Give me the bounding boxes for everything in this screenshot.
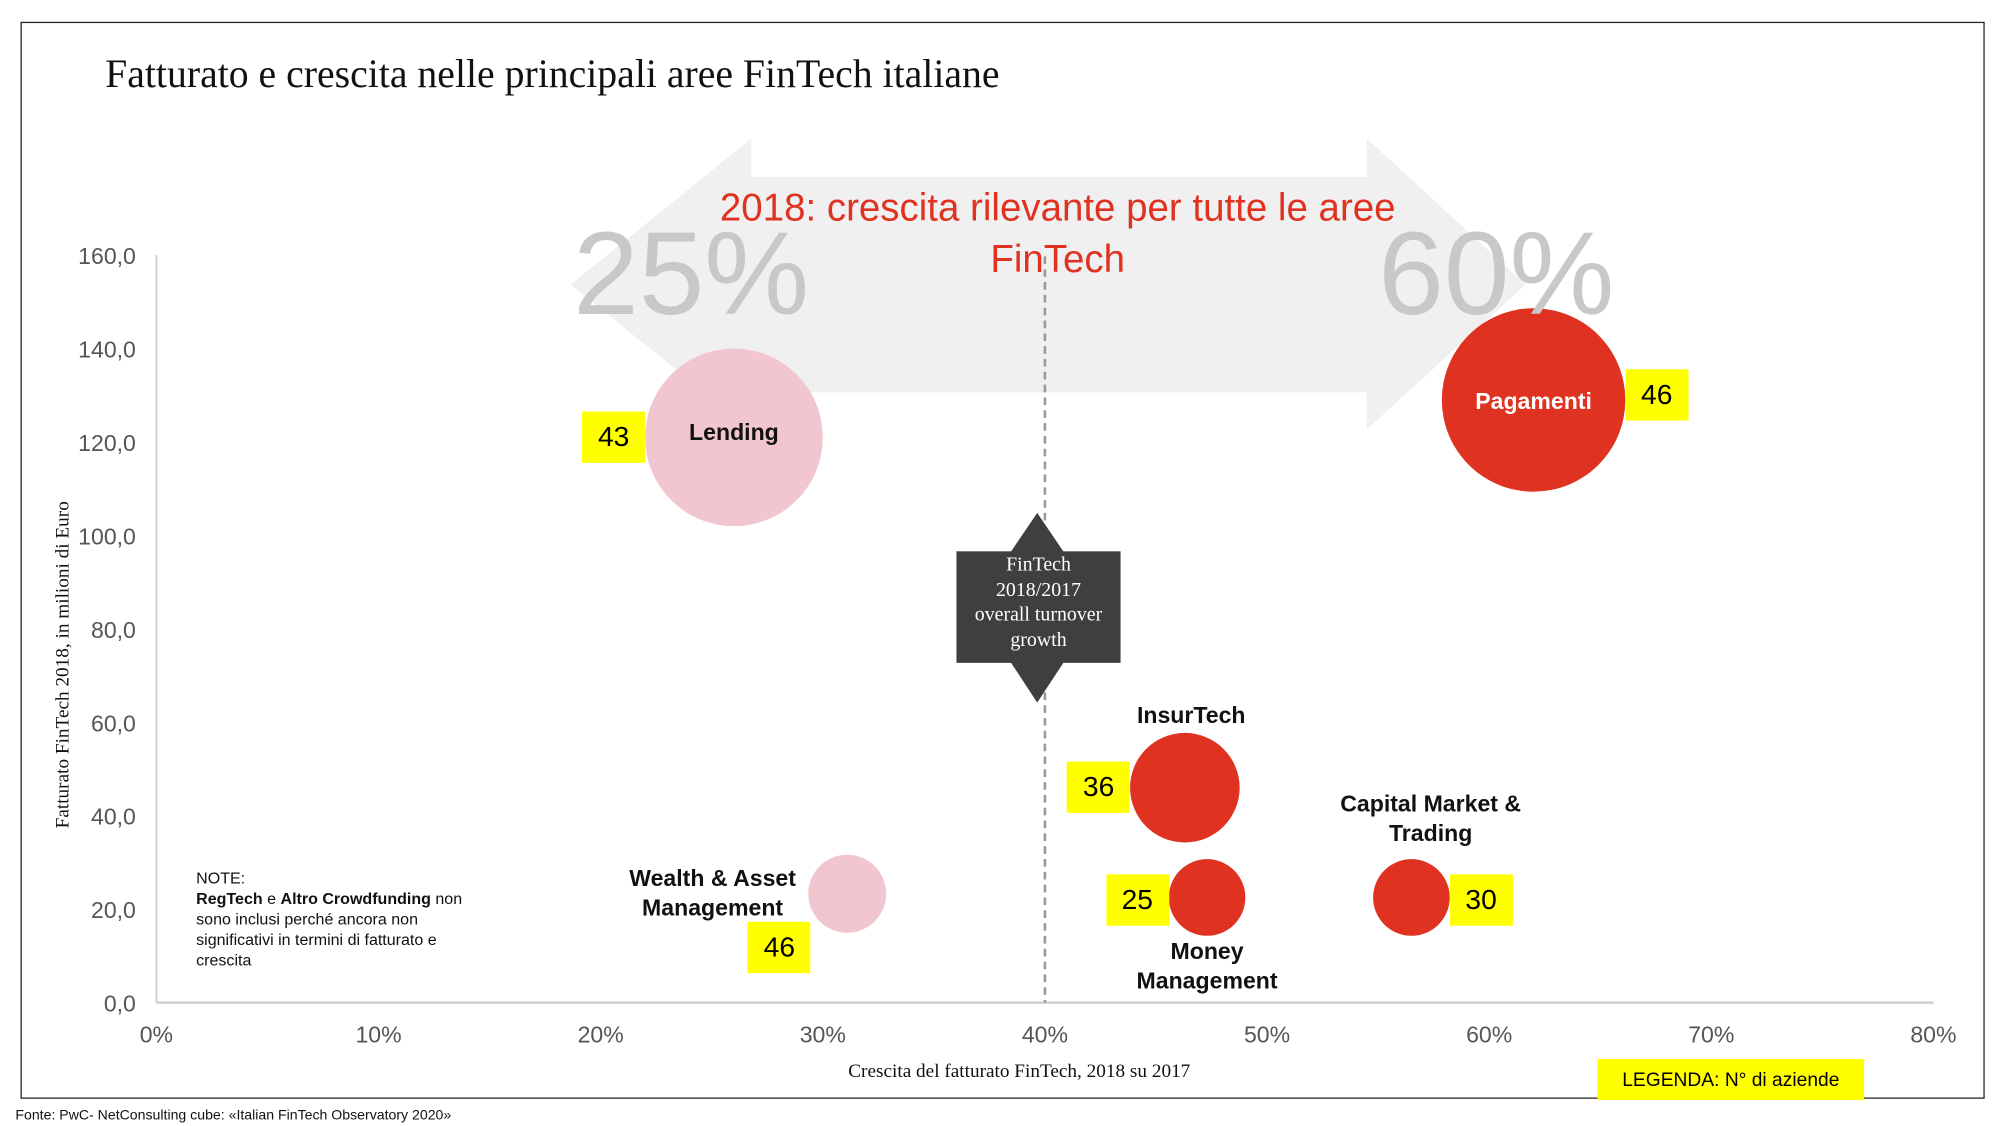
- x-axis-label: Crescita del fatturato FinTech, 2018 su …: [848, 1061, 1191, 1083]
- y-tick-label: 80,0: [91, 617, 136, 643]
- y-tick-label: 140,0: [78, 337, 136, 363]
- bubble-label: Money Management: [1136, 938, 1278, 994]
- bubble-insurtech: [1130, 732, 1240, 843]
- arrow-left-label: 25%: [573, 208, 810, 340]
- slide-frame: [20, 21, 1985, 1099]
- y-tick-label: 160,0: [78, 243, 136, 269]
- bubble-wealth-asset-management: [808, 854, 887, 933]
- note-regtech: RegTech: [196, 889, 263, 908]
- note-text: non sono inclusi perché ancora non signi…: [196, 889, 463, 970]
- bubble-label: Pagamenti: [1475, 388, 1592, 415]
- note: NOTE: RegTech e Altro Crowdfunding non s…: [196, 868, 491, 971]
- callout-line: overall turnover: [974, 603, 1103, 626]
- x-tick-label: 20%: [578, 1021, 624, 1047]
- bubble-money-management: [1168, 859, 1246, 936]
- x-tick-label: 50%: [1244, 1021, 1290, 1047]
- x-tick-label: 80%: [1910, 1021, 1956, 1047]
- average-growth-callout: FinTech 2018/2017 overall turnover growt…: [956, 551, 1121, 663]
- bubble-label: Lending: [689, 419, 779, 446]
- callout-line: FinTech: [1006, 553, 1071, 576]
- company-count-badge: 30: [1449, 874, 1513, 926]
- bubble-label: Wealth & Asset Management: [629, 865, 796, 921]
- y-tick-label: 40,0: [91, 804, 136, 830]
- chart-title: Fatturato e crescita nelle principali ar…: [105, 51, 1000, 97]
- y-axis-label: Fatturato FinTech 2018, in milioni di Eu…: [53, 501, 74, 829]
- bubble-pagamenti: [1441, 308, 1626, 492]
- bubble-label: Capital Market & Trading: [1340, 791, 1522, 847]
- x-tick-label: 70%: [1688, 1021, 1734, 1047]
- company-count-badge: 43: [582, 411, 646, 463]
- company-count-badge: 46: [747, 921, 811, 974]
- source-note: Fonte: PwC- NetConsulting cube: «Italian…: [15, 1107, 452, 1124]
- headline: 2018: crescita rilevante per tutte le ar…: [719, 187, 1396, 281]
- x-tick-label: 10%: [355, 1021, 401, 1047]
- arrow-right-label: 60%: [1378, 208, 1615, 340]
- bubble-label: InsurTech: [1136, 703, 1246, 729]
- bubble-lending: [645, 348, 823, 527]
- x-tick-label: 30%: [800, 1021, 846, 1047]
- y-tick-label: 100,0: [78, 523, 136, 549]
- callout-line: growth: [1010, 628, 1067, 651]
- y-tick-label: 20,0: [91, 897, 136, 923]
- company-count-badge: 25: [1105, 874, 1169, 926]
- note-heading: NOTE:: [196, 869, 246, 888]
- y-tick-label: 0,0: [104, 991, 136, 1017]
- note-crowdfunding: Altro Crowdfunding: [280, 889, 431, 908]
- double-arrow-background: [570, 138, 1526, 430]
- x-tick-label: 60%: [1466, 1021, 1512, 1047]
- note-text: e: [262, 889, 281, 908]
- y-tick-label: 60,0: [91, 710, 136, 736]
- x-tick-label: 0%: [140, 1021, 173, 1047]
- x-tick-label: 40%: [1022, 1021, 1068, 1047]
- company-count-badge: 36: [1067, 762, 1131, 814]
- legend: LEGENDA: N° di aziende: [1597, 1059, 1865, 1101]
- callout-line: 2018/2017: [995, 578, 1082, 601]
- bubble-capital-market-trading: [1373, 859, 1450, 936]
- y-tick-label: 120,0: [78, 430, 136, 456]
- company-count-badge: 46: [1625, 369, 1689, 421]
